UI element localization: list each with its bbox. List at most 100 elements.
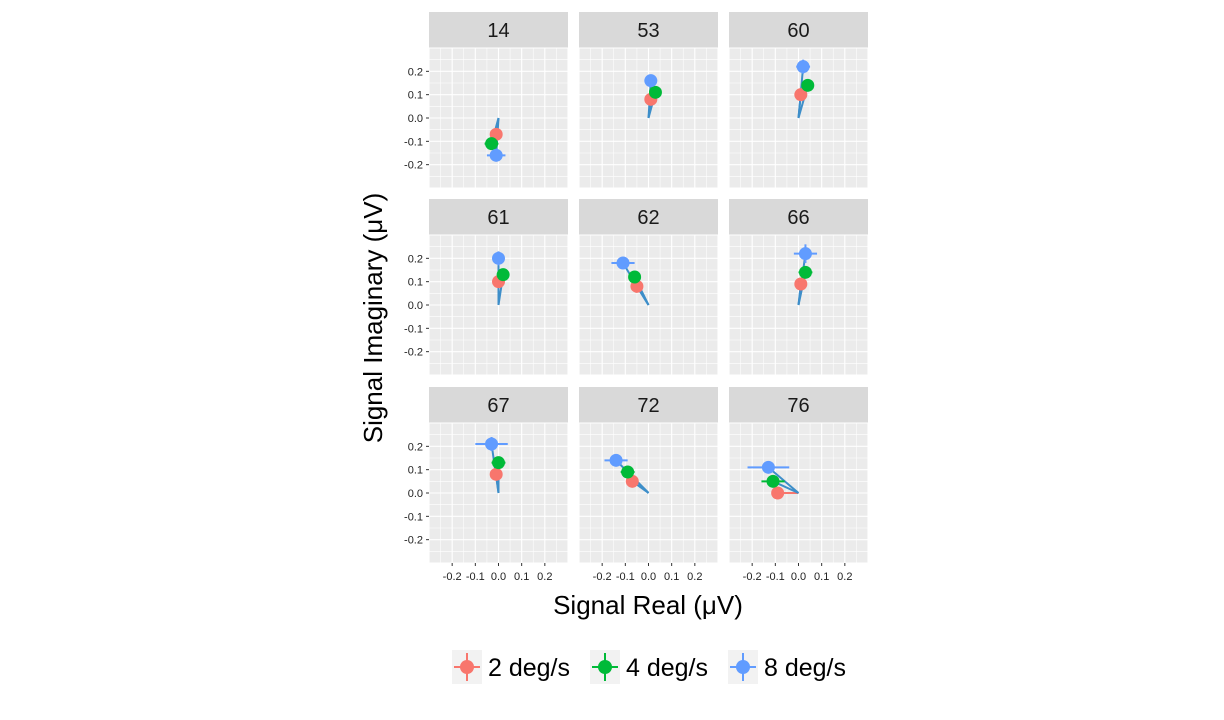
facet-panel-62: 62 [578,199,719,376]
facet-strip [429,387,568,423]
facet-strip [579,387,718,423]
facet-strip [429,12,568,48]
facet-panel-53: 53 [578,12,719,189]
gridlines [578,47,719,189]
y-tick-label: 0.0 [408,300,423,312]
data-point-8-deg-s [796,60,810,74]
y-axis-title: Signal Imaginary (μV) [358,193,388,444]
x-tick-label: -0.2 [443,571,462,583]
facet-panel-66: 66 [728,199,869,376]
gridlines [728,47,869,189]
legend: 2 deg/s 4 deg/s 8 deg/s [452,650,846,684]
y-tick-label: 0.1 [408,465,423,477]
facet-panel-76: 76 -0.2 -0.1 0.0 0.1 0.2 [728,387,869,583]
x-tick-label: -0.2 [593,571,612,583]
gridlines [728,422,869,564]
facet-strip [729,387,868,423]
data-point-8-deg-s [489,148,503,162]
data-point-8-deg-s [798,247,812,261]
data-point-8-deg-s [616,256,630,270]
facet-strip-label: 62 [637,207,659,229]
x-tick-label: 0.2 [537,571,552,583]
data-point-2-deg-s [794,88,808,102]
y-tick-label: -0.2 [404,347,423,359]
panels-layer: 14 -0.2 -0.1 0.0 0.1 0.2 53 60 61 -0.2 -0.1 0.0 0.1 0… [404,12,869,583]
data-point-4-deg-s [798,265,812,279]
facet-strip-label: 61 [487,207,509,229]
data-point-4-deg-s [621,465,635,479]
data-point-4-deg-s [496,268,510,282]
facet-strip [729,199,868,235]
data-point-4-deg-s [628,270,642,284]
y-tick-label: 0.1 [408,277,423,289]
facet-strip-label: 67 [487,395,509,417]
data-point-4-deg-s [648,85,662,99]
facet-strip [429,199,568,235]
data-point-4-deg-s [485,137,499,151]
legend-item-2-deg-s: 2 deg/s [452,650,570,684]
facet-strip-label: 53 [637,20,659,42]
data-point-8-deg-s [644,74,658,88]
y-tick-label: -0.2 [404,535,423,547]
data-point-8-deg-s [609,453,623,467]
data-point-2-deg-s [794,277,808,291]
data-point-8-deg-s [485,437,499,451]
y-tick-label: -0.1 [404,323,423,335]
x-tick-label: -0.2 [743,571,762,583]
legend-item-4-deg-s: 4 deg/s [590,650,708,684]
facet-strip-label: 66 [787,207,809,229]
facet-strip [579,12,718,48]
y-tick-label: -0.1 [404,511,423,523]
y-tick-label: 0.0 [408,113,423,125]
x-tick-label: 0.1 [514,571,529,583]
data-point-4-deg-s [801,78,815,92]
facet-strip-label: 14 [487,20,509,42]
y-tick-label: 0.2 [408,441,423,453]
data-point-8-deg-s [761,460,775,474]
y-tick-label: -0.2 [404,160,423,172]
facet-strip-label: 76 [787,395,809,417]
facet-strip-label: 72 [637,395,659,417]
y-tick-label: 0.1 [408,90,423,102]
data-point-4-deg-s [766,474,780,488]
facet-strip [729,12,868,48]
data-point-2-deg-s [771,486,785,500]
facet-strip-label: 60 [787,20,809,42]
facet-panel-14: 14 -0.2 -0.1 0.0 0.1 0.2 [404,12,569,189]
data-point-2-deg-s [489,467,503,481]
y-tick-label: 0.2 [408,253,423,265]
facet-panel-67: 67 -0.2 -0.1 0.0 0.1 0.2 -0.2 -0.1 0.0 0.1 0.2 [404,387,569,583]
gridlines [578,422,719,564]
legend-key-point [598,660,612,674]
facet-panel-61: 61 -0.2 -0.1 0.0 0.1 0.2 [404,199,569,376]
x-tick-label: 0.0 [491,571,506,583]
y-tick-label: 0.2 [408,66,423,78]
legend-key-point [736,660,750,674]
legend-label: 8 deg/s [764,654,846,682]
x-tick-label: 0.1 [814,571,829,583]
x-tick-label: -0.1 [466,571,485,583]
x-tick-label: 0.2 [687,571,702,583]
x-tick-label: 0.1 [664,571,679,583]
legend-label: 4 deg/s [626,654,708,682]
legend-key-point [460,660,474,674]
x-tick-label: -0.1 [766,571,785,583]
legend-label: 2 deg/s [488,654,570,682]
x-tick-label: -0.1 [616,571,635,583]
vector-line [767,466,800,494]
x-tick-label: 0.0 [791,571,806,583]
facet-panel-60: 60 [728,12,869,189]
legend-item-8-deg-s: 8 deg/s [728,650,846,684]
gridlines [728,234,869,376]
data-point-8-deg-s [492,251,505,265]
y-tick-label: -0.1 [404,136,423,148]
gridlines [578,234,719,376]
facet-strip [579,199,718,235]
facet-panel-72: 72 -0.2 -0.1 0.0 0.1 0.2 [578,387,719,583]
x-tick-label: 0.2 [837,571,852,583]
data-point-4-deg-s [492,456,505,470]
x-axis-title: Signal Real (μV) [553,590,743,620]
y-tick-label: 0.0 [408,488,423,500]
x-tick-label: 0.0 [641,571,656,583]
